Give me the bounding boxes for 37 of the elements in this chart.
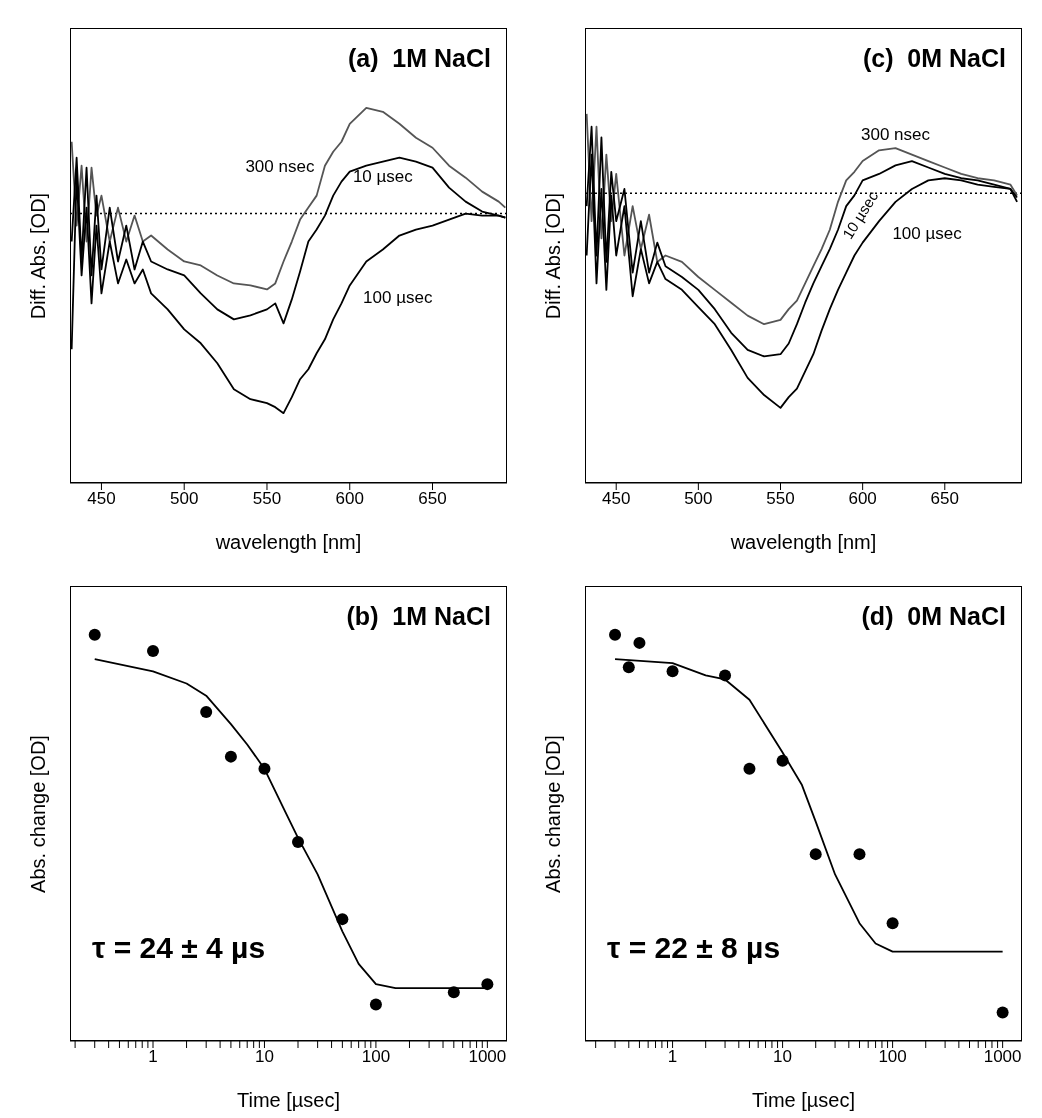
x-tick-label: 10 [773,1047,793,1067]
x-axis-title: Time [µsec] [236,1089,341,1111]
x-tick-label: 600 [848,489,877,509]
x-tick-label: 550 [252,489,282,509]
x-tick-label: 650 [418,489,447,509]
chart-title: (c) 0M NaCl [862,44,1006,73]
y-axis-title: Diff. Abs. [OD] [26,192,50,319]
series-label: 100 µsec [363,287,433,307]
x-tick-label: 500 [170,489,199,509]
series-label: 300 nsec [245,156,315,176]
x-tick-label: 1000 [983,1047,1022,1067]
x-tick-label: 650 [930,489,959,509]
x-tick-label: 550 [766,489,795,509]
x-tick-label: 500 [684,489,713,509]
x-tick-label: 450 [602,489,631,509]
x-axis-title: Time [µsec] [751,1089,856,1111]
chart-title: (d) 0M NaCl [861,602,1006,631]
x-tick-label: 450 [87,489,116,509]
x-tick-label: 100 [878,1047,907,1067]
y-axis-title: Abs. change [OD] [26,734,50,893]
x-axis-title: wavelength [nm] [729,531,877,553]
annotation: τ = 24 ± 4 µs [92,931,266,965]
x-tick-label: 100 [361,1047,391,1067]
annotation: τ = 22 ± 8 µs [607,931,781,965]
y-axis-title: Diff. Abs. [OD] [541,192,565,319]
chart-title: (a) 1M NaCl [347,44,491,73]
series-label: 300 nsec [861,124,930,144]
series-label: 100 µsec [892,223,962,243]
x-tick-label: 1000 [468,1047,507,1067]
x-tick-label: 1 [667,1047,678,1067]
x-axis-title: wavelength [nm] [214,531,362,553]
x-tick-label: 10 [255,1047,274,1067]
x-tick-label: 600 [335,489,364,509]
y-axis-title: Abs. change [OD] [541,734,565,893]
series-label: 10 µsec [352,166,413,186]
chart-title: (b) 1M NaCl [346,602,491,631]
x-tick-label: 1 [148,1047,158,1067]
